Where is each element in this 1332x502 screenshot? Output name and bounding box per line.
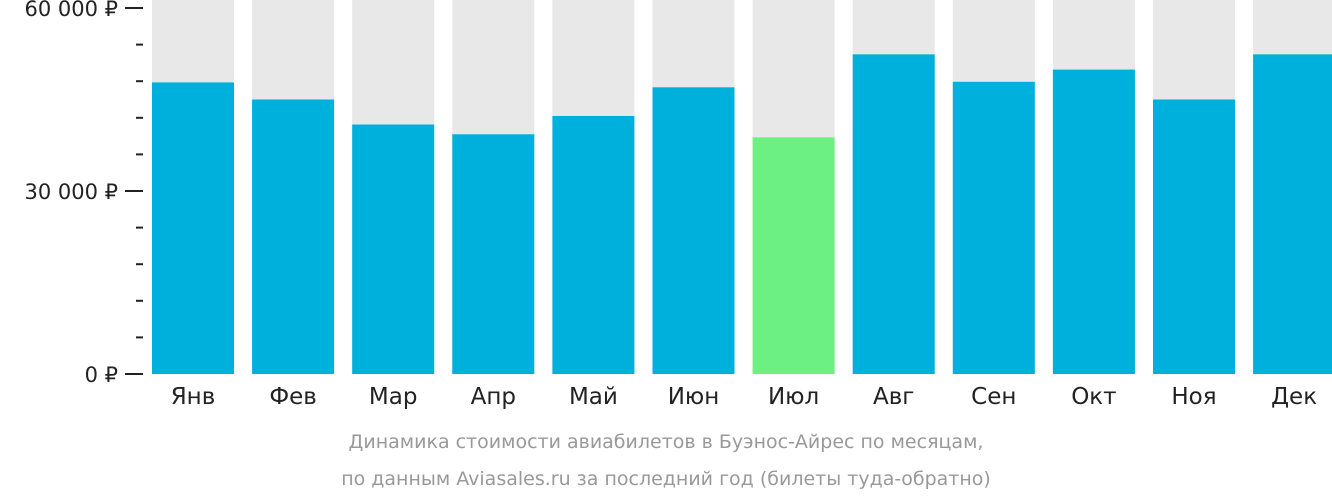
bar-2[interactable] — [352, 124, 435, 374]
x-tick-label-2: Мар — [369, 384, 418, 410]
bar-layer — [152, 54, 1332, 375]
y-tick-label-1: 30 000 ₽ — [24, 180, 118, 204]
price-bar-chart: 0 ₽ 30 000 ₽ 60 000 ₽ Янв Фев Мар Апр Май Июн Ию… — [24, 0, 1332, 410]
x-tick-label-1: Фев — [269, 384, 317, 410]
bar-5[interactable] — [652, 87, 735, 375]
y-axis: 0 ₽ 30 000 ₽ 60 000 ₽ — [24, 0, 143, 387]
x-tick-label-7: Авг — [873, 384, 914, 410]
chart-caption-line-1: Динамика стоимости авиабилетов в Буэнос-… — [348, 431, 984, 453]
bar-10[interactable] — [1153, 99, 1235, 375]
x-axis-labels: Янв Фев Мар Апр Май Июн Июл Авг Сен Окт Ноя Дек — [171, 384, 1318, 410]
x-tick-label-9: Окт — [1071, 384, 1116, 410]
x-tick-label-3: Апр — [471, 384, 516, 410]
bar-4[interactable] — [552, 115, 635, 374]
bar-3[interactable] — [452, 134, 535, 374]
bar-9[interactable] — [1052, 69, 1135, 375]
y-tick-label-0: 0 ₽ — [85, 363, 118, 387]
x-tick-label-11: Дек — [1271, 384, 1317, 410]
bar-8[interactable] — [952, 81, 1035, 374]
bar-1[interactable] — [252, 99, 335, 375]
x-tick-label-6: Июл — [768, 384, 819, 410]
bar-0[interactable] — [152, 82, 234, 375]
bar-11[interactable] — [1253, 54, 1332, 375]
x-tick-label-0: Янв — [171, 384, 216, 410]
bar-7[interactable] — [852, 54, 935, 375]
chart-caption-line-2: по данным Aviasales.ru за последний год … — [341, 468, 991, 490]
x-tick-label-4: Май — [569, 384, 618, 410]
x-tick-label-8: Сен — [971, 384, 1016, 410]
x-tick-label-5: Июн — [668, 384, 720, 410]
bar-6[interactable] — [752, 137, 835, 374]
x-tick-label-10: Ноя — [1171, 384, 1216, 410]
y-tick-label-2: 60 000 ₽ — [24, 0, 118, 21]
